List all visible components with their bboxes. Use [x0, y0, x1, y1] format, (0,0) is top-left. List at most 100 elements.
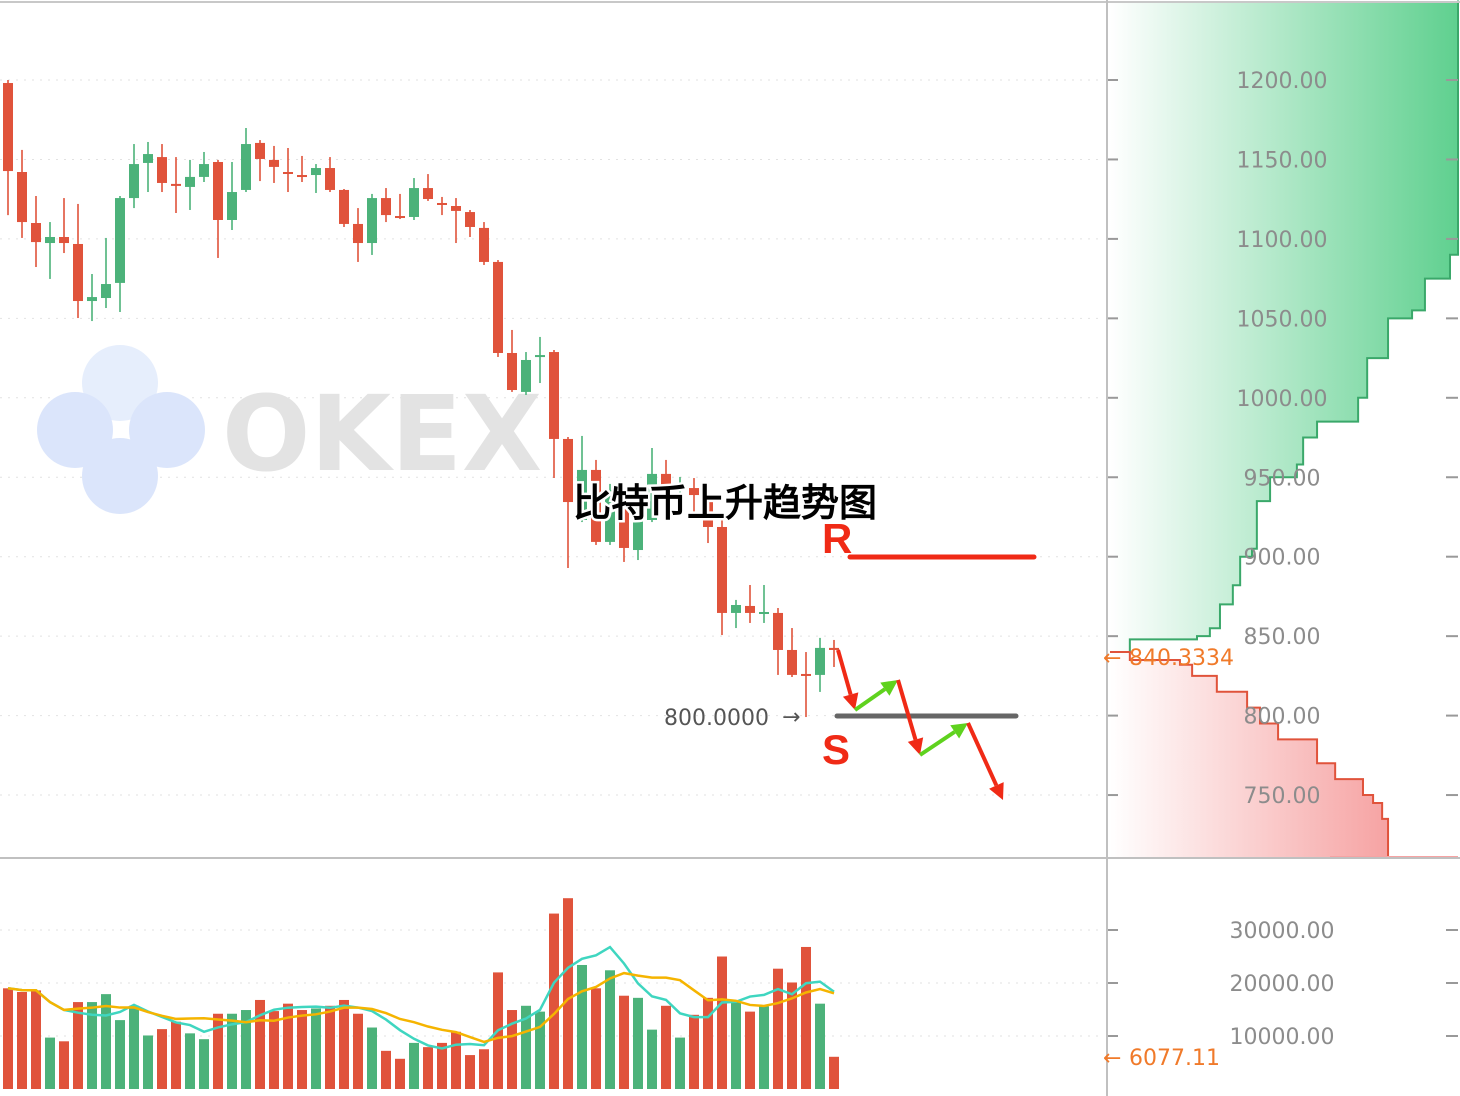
volume-bar: [577, 964, 587, 1089]
volume-bar: [353, 1013, 363, 1089]
volume-series: [3, 898, 839, 1089]
candle-body: [675, 485, 685, 489]
candle-body: [241, 144, 251, 190]
candle-body: [409, 188, 419, 217]
candle-body: [143, 154, 153, 163]
candle-body: [185, 176, 195, 187]
price-tick-label: 1050.00: [1237, 307, 1328, 332]
price-tick-label: 850.00: [1244, 625, 1321, 650]
support-price-label: 800.0000: [664, 706, 769, 731]
candle: [31, 195, 41, 268]
volume-bar: [367, 1027, 377, 1089]
volume-bar: [717, 956, 727, 1089]
price-tick-label: 1200.00: [1237, 69, 1328, 94]
candle: [437, 196, 447, 216]
price-tick-label: 950.00: [1244, 466, 1321, 491]
candle: [563, 437, 573, 568]
candle-body: [731, 605, 741, 613]
candle: [745, 584, 755, 623]
volume-bar: [815, 1003, 825, 1089]
trend-arrows: [836, 649, 1004, 800]
arrow-head: [950, 723, 968, 739]
candle-body: [619, 492, 629, 548]
volume-bar: [395, 1058, 405, 1089]
candle: [213, 159, 223, 258]
candle-body: [269, 159, 279, 167]
price-tick-label: 1000.00: [1237, 387, 1328, 412]
candle-body: [59, 236, 69, 244]
trend-arrow-icon: [966, 722, 1004, 800]
candle-body: [129, 164, 139, 199]
arrow-head: [907, 737, 924, 755]
volume-bar: [647, 1029, 657, 1089]
candle-body: [661, 473, 671, 489]
candle-body: [325, 168, 335, 190]
volume-bar: [283, 1003, 293, 1089]
candle: [87, 274, 97, 322]
candle-body: [633, 502, 643, 551]
candle-body: [773, 612, 783, 650]
ma10-line: [7, 971, 835, 1044]
volume-bar: [773, 968, 783, 1089]
last-volume-arrow-icon: ←: [1103, 1046, 1121, 1071]
volume-bar: [619, 995, 629, 1089]
candle: [115, 195, 125, 312]
volume-bar: [521, 1005, 531, 1089]
candle-body: [507, 352, 517, 391]
candle-body: [101, 284, 111, 299]
candle: [255, 140, 265, 182]
volume-bar: [199, 1039, 209, 1089]
candle: [395, 193, 405, 220]
candle-body: [815, 647, 825, 675]
volume-bar: [311, 1008, 321, 1089]
candle: [689, 478, 699, 515]
support-label: S: [822, 726, 850, 773]
candle: [605, 483, 615, 545]
candle: [675, 476, 685, 500]
ask-depth-area: [1110, 0, 1458, 653]
candle: [101, 237, 111, 309]
candle-body: [227, 192, 237, 220]
candle: [549, 349, 559, 479]
candle: [717, 519, 727, 636]
okex-watermark: OKEX: [37, 345, 542, 514]
candle: [59, 198, 69, 254]
arrow-shaft: [896, 679, 918, 741]
volume-bar: [17, 992, 27, 1089]
bid-depth-area: [1110, 652, 1389, 857]
support-arrow-icon: →: [782, 705, 800, 730]
candle: [241, 127, 251, 193]
volume-bar: [269, 1011, 279, 1089]
candle: [45, 222, 55, 279]
candle: [815, 637, 825, 692]
candle-body: [3, 83, 13, 172]
candle: [451, 198, 461, 244]
arrow-shaft: [836, 649, 853, 696]
volume-bar: [591, 988, 601, 1089]
volume-bar: [479, 1049, 489, 1089]
candle: [577, 435, 587, 523]
volume-bar: [465, 1055, 475, 1089]
candle: [507, 329, 517, 392]
volume-bar: [115, 1020, 125, 1089]
candle-body: [801, 673, 811, 676]
watermark-text: OKEX: [222, 373, 542, 495]
volume-bar: [689, 1014, 699, 1089]
candle: [129, 144, 139, 209]
arrow-head: [989, 782, 1004, 800]
trend-arrow-icon: [918, 723, 968, 757]
candle: [465, 209, 475, 237]
candle-body: [353, 223, 363, 244]
volume-bar: [563, 898, 573, 1089]
candle-body: [367, 198, 377, 244]
price-tick-label: 900.00: [1244, 546, 1321, 571]
trend-arrow-icon: [853, 680, 898, 712]
volume-bar: [241, 1010, 251, 1089]
volume-bar: [661, 1005, 671, 1089]
candle: [339, 189, 349, 227]
candle-body: [297, 175, 307, 178]
chart-title: 比特币上升趋势图: [573, 481, 877, 525]
candle-body: [17, 172, 27, 223]
